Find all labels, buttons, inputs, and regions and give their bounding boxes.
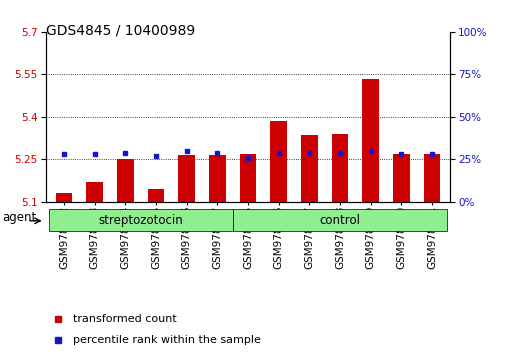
Bar — [147, 189, 164, 202]
Bar — [178, 155, 194, 202]
Text: streptozotocin: streptozotocin — [98, 214, 183, 227]
Text: agent: agent — [2, 211, 36, 224]
Bar — [117, 159, 133, 202]
Bar — [239, 154, 256, 202]
Bar — [423, 154, 439, 202]
Bar — [48, 209, 232, 232]
Bar — [209, 155, 225, 202]
Bar — [56, 193, 72, 202]
Bar — [392, 154, 409, 202]
Bar — [270, 121, 286, 202]
Bar — [331, 134, 347, 202]
Text: percentile rank within the sample: percentile rank within the sample — [72, 335, 260, 345]
Text: GDS4845 / 10400989: GDS4845 / 10400989 — [45, 23, 194, 37]
Bar — [300, 135, 317, 202]
Bar — [86, 182, 103, 202]
Bar — [362, 79, 378, 202]
Text: transformed count: transformed count — [72, 314, 176, 324]
Bar — [232, 209, 446, 232]
Text: control: control — [319, 214, 360, 227]
